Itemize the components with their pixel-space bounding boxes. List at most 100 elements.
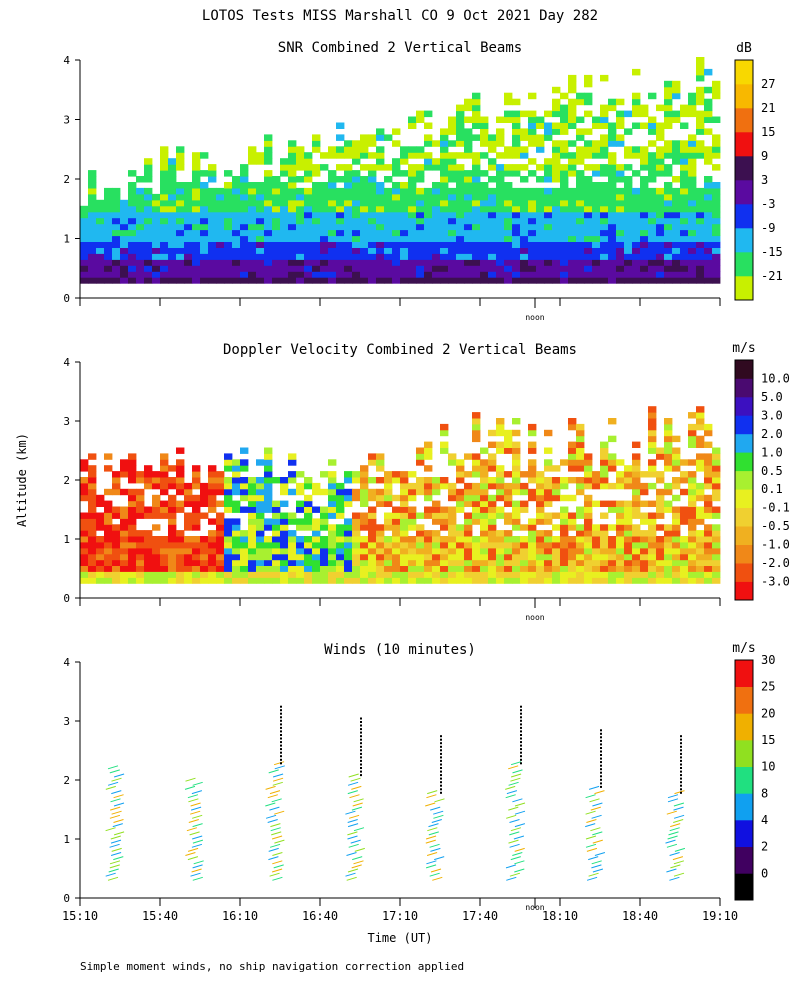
snr-cell bbox=[712, 193, 721, 201]
wind-barb bbox=[269, 790, 281, 795]
velocity-cell bbox=[512, 500, 521, 507]
snr-cell bbox=[496, 223, 505, 231]
velocity-cell bbox=[528, 447, 537, 454]
velocity-cell bbox=[344, 488, 353, 496]
snr-cell bbox=[416, 146, 425, 153]
dotted-mark bbox=[440, 767, 442, 769]
velocity-cell bbox=[312, 518, 321, 525]
colorbar-swatch bbox=[735, 84, 753, 109]
snr-cell bbox=[240, 164, 249, 171]
wind-barb bbox=[186, 827, 198, 832]
snr-cell bbox=[360, 271, 369, 278]
snr-cell bbox=[616, 247, 625, 254]
velocity-cell bbox=[368, 553, 377, 561]
snr-cell bbox=[464, 152, 473, 159]
wind-barb bbox=[432, 876, 443, 881]
snr-cell bbox=[688, 176, 697, 183]
dotted-mark bbox=[520, 716, 522, 719]
snr-cell bbox=[656, 205, 665, 213]
snr-cell bbox=[344, 247, 353, 254]
x-tick-label: 15:40 bbox=[142, 909, 178, 923]
snr-cell bbox=[584, 253, 593, 260]
snr-cell bbox=[344, 211, 353, 219]
snr-cell bbox=[656, 211, 665, 219]
velocity-cell bbox=[472, 542, 481, 549]
velocity-cell bbox=[312, 577, 321, 584]
snr-cell bbox=[512, 205, 521, 213]
snr-cell bbox=[272, 265, 281, 272]
snr-cell bbox=[296, 158, 305, 165]
velocity-cell bbox=[680, 571, 689, 578]
snr-cell bbox=[600, 116, 609, 123]
snr-cell bbox=[624, 265, 633, 272]
snr-cell bbox=[232, 187, 241, 195]
snr-cell bbox=[480, 277, 489, 284]
snr-cell bbox=[512, 122, 521, 129]
snr-cell bbox=[712, 86, 721, 94]
velocity-cell bbox=[576, 435, 585, 443]
velocity-cell bbox=[536, 530, 545, 537]
snr-cell bbox=[560, 122, 569, 129]
velocity-cell bbox=[576, 571, 585, 578]
snr-cell bbox=[680, 140, 689, 147]
velocity-cell bbox=[664, 547, 673, 555]
velocity-cell bbox=[328, 571, 337, 578]
snr-cell bbox=[168, 211, 177, 219]
snr-cell bbox=[664, 277, 673, 284]
velocity-cell bbox=[280, 524, 289, 531]
velocity-cell bbox=[120, 512, 129, 519]
velocity-cell bbox=[440, 506, 449, 513]
dotted-mark bbox=[600, 750, 602, 753]
wind-barb bbox=[429, 843, 440, 848]
snr-cell bbox=[208, 253, 217, 260]
dotted-mark bbox=[280, 705, 282, 708]
snr-cell bbox=[600, 223, 609, 231]
snr-cell bbox=[328, 182, 337, 189]
velocity-cell bbox=[456, 465, 465, 472]
snr-cell bbox=[704, 199, 713, 207]
snr-cell bbox=[600, 104, 609, 112]
velocity-cell bbox=[296, 488, 305, 496]
snr-cell bbox=[384, 259, 393, 266]
velocity-cell bbox=[176, 488, 185, 496]
snr-cell bbox=[480, 253, 489, 260]
snr-cell bbox=[256, 217, 265, 225]
snr-cell bbox=[264, 253, 273, 260]
velocity-cell bbox=[504, 547, 513, 555]
velocity-cell bbox=[320, 553, 329, 561]
velocity-cell bbox=[656, 453, 665, 460]
velocity-cell bbox=[248, 512, 257, 519]
wind-barb bbox=[430, 847, 441, 852]
snr-cell bbox=[336, 253, 345, 260]
snr-cell bbox=[632, 235, 641, 242]
snr-cell bbox=[504, 182, 513, 189]
velocity-cell bbox=[576, 559, 585, 566]
dotted-mark bbox=[520, 705, 522, 708]
velocity-cell bbox=[504, 482, 513, 490]
snr-cell bbox=[264, 146, 273, 153]
velocity-cell bbox=[288, 542, 297, 549]
snr-cell bbox=[80, 247, 89, 254]
snr-cell bbox=[632, 271, 641, 278]
snr-cell bbox=[496, 134, 505, 141]
velocity-cell bbox=[488, 500, 497, 507]
snr-cell bbox=[200, 241, 209, 248]
snr-cell bbox=[576, 128, 585, 135]
snr-cell bbox=[160, 277, 169, 284]
snr-cell bbox=[288, 152, 297, 159]
snr-cell bbox=[168, 205, 177, 213]
velocity-cell bbox=[448, 453, 457, 460]
velocity-cell bbox=[432, 547, 441, 555]
snr-cell bbox=[320, 211, 329, 219]
snr-cell bbox=[520, 146, 529, 153]
snr-cell bbox=[704, 187, 713, 195]
velocity-cell bbox=[448, 459, 457, 466]
snr-cell bbox=[616, 277, 625, 284]
snr-cell bbox=[584, 229, 593, 237]
velocity-cell bbox=[448, 482, 457, 490]
colorbar-swatch bbox=[735, 713, 753, 741]
wind-barb bbox=[509, 819, 520, 823]
wind-barb bbox=[427, 827, 438, 832]
velocity-cell bbox=[656, 447, 665, 454]
